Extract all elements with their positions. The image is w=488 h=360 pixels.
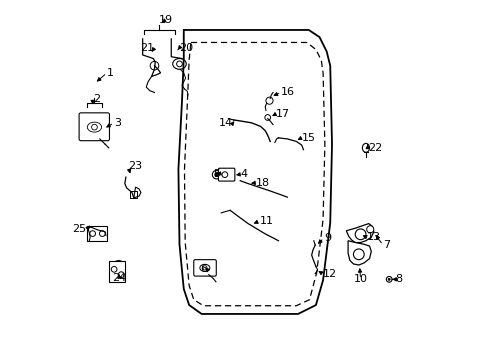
Text: 4: 4 [241, 169, 247, 179]
Text: 23: 23 [128, 161, 142, 171]
Text: 21: 21 [140, 43, 154, 53]
Text: 10: 10 [353, 274, 367, 284]
FancyBboxPatch shape [86, 226, 107, 242]
Circle shape [386, 276, 391, 282]
Circle shape [222, 172, 227, 177]
Circle shape [214, 173, 218, 176]
Text: 20: 20 [179, 43, 193, 53]
Text: 18: 18 [255, 178, 269, 188]
Circle shape [353, 249, 364, 260]
Circle shape [387, 278, 389, 280]
Text: 19: 19 [159, 15, 173, 25]
Circle shape [264, 114, 270, 120]
FancyBboxPatch shape [193, 260, 216, 276]
Circle shape [90, 231, 95, 237]
Text: 16: 16 [281, 87, 295, 98]
Bar [130, 191, 137, 198]
Text: 9: 9 [323, 233, 330, 243]
Ellipse shape [362, 143, 369, 152]
Text: 5: 5 [213, 168, 220, 179]
Circle shape [111, 266, 117, 272]
Circle shape [265, 97, 272, 104]
Circle shape [354, 229, 365, 240]
Text: 7: 7 [382, 240, 389, 250]
Text: 6: 6 [200, 264, 206, 274]
Text: 2: 2 [93, 94, 100, 104]
Text: 8: 8 [394, 274, 402, 284]
Polygon shape [347, 241, 370, 265]
Circle shape [203, 266, 206, 270]
Text: 25: 25 [72, 224, 86, 234]
Circle shape [212, 170, 221, 179]
Text: 3: 3 [114, 118, 121, 128]
Text: 22: 22 [367, 143, 381, 153]
Text: 13: 13 [366, 232, 380, 242]
Ellipse shape [172, 59, 186, 69]
Text: 24: 24 [112, 273, 126, 283]
Circle shape [176, 61, 182, 67]
Circle shape [366, 226, 373, 233]
Text: 1: 1 [107, 68, 114, 78]
Text: 17: 17 [275, 109, 289, 119]
Circle shape [150, 62, 159, 70]
Polygon shape [346, 224, 373, 243]
Circle shape [118, 272, 124, 278]
FancyBboxPatch shape [79, 113, 109, 141]
Circle shape [99, 231, 105, 237]
Ellipse shape [200, 264, 209, 271]
Ellipse shape [87, 122, 102, 132]
Text: 11: 11 [259, 216, 273, 226]
Text: 15: 15 [301, 133, 315, 143]
Text: 14: 14 [219, 118, 233, 128]
FancyBboxPatch shape [108, 261, 124, 282]
Circle shape [91, 124, 97, 130]
Text: 12: 12 [322, 269, 336, 279]
FancyBboxPatch shape [218, 168, 234, 181]
